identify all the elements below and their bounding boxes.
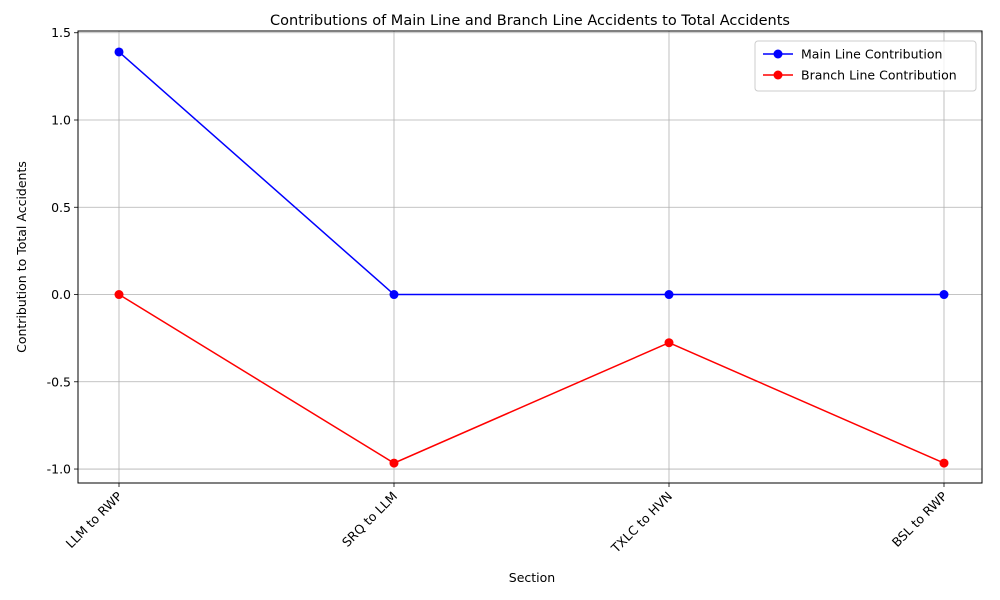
data-point-1-2 [664,338,674,348]
legend-label: Main Line Contribution [801,47,942,62]
series-line-0 [118,51,944,296]
data-point-1-1 [389,458,399,468]
legend-box [754,40,977,92]
x-axis-label: Section [509,570,555,585]
y-tick-label: -1.0 [47,462,71,477]
y-tick-label: 1.0 [51,113,71,128]
series-layer [114,47,949,468]
data-point-0-3 [939,290,949,300]
data-point-0-1 [389,290,399,300]
y-tick-label: -0.5 [47,374,71,389]
data-point-1-0 [114,290,124,300]
legend-label: Branch Line Contribution [801,68,957,83]
y-axis: -1.0 -0.5 0.0 0.5 1.0 1.5 [47,25,78,477]
y-tick-label: 1.5 [51,25,71,40]
y-tick-label: 0.0 [51,287,71,302]
data-point-0-2 [664,290,674,300]
y-tick-label: 0.5 [51,200,71,215]
data-point-1-3 [939,458,949,468]
chart-title: Contributions of Main Line and Branch Li… [270,13,790,29]
y-axis-label: Contribution to Total Accidents [14,161,29,353]
series-line-1 [118,293,945,464]
plot-frame [77,30,983,484]
data-point-0-0 [114,47,124,57]
legend-marker [773,70,783,80]
legend: Main Line Contribution Branch Line Contri… [754,40,977,92]
legend-marker [773,49,783,59]
